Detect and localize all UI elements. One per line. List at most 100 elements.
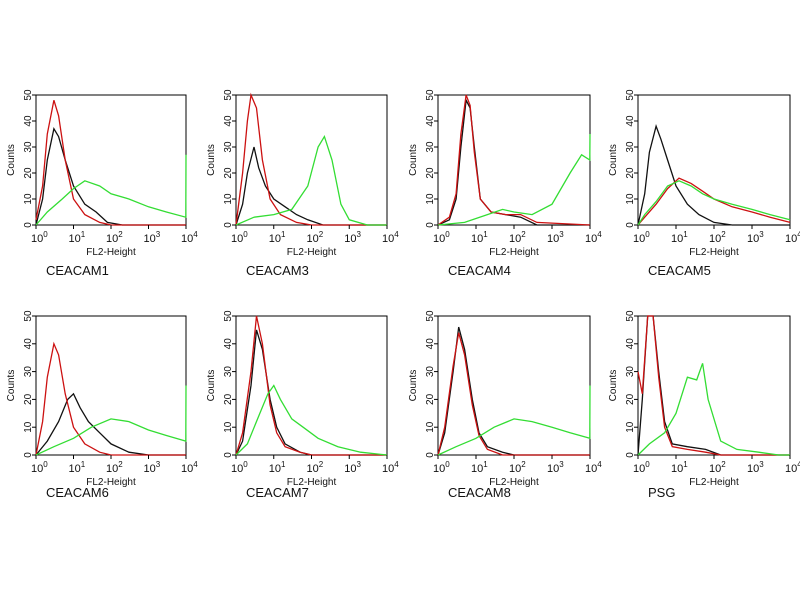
x-tick-label: 103 [547,460,564,475]
y-axis-label: Counts [408,370,419,402]
y-tick-label: 20 [425,167,436,179]
x-tick-exponent: 1 [281,460,286,469]
x-tick-label: 102 [106,460,123,475]
x-tick-exponent: 0 [243,460,248,469]
x-tick-exponent: 2 [118,230,123,239]
panel-title: CEACAM5 [648,263,711,278]
y-axis-label: Counts [608,370,619,402]
y-tick-label: 40 [425,338,436,350]
x-axis-label: FL2-Height [489,477,539,488]
x-tick-exponent: 0 [243,230,248,239]
y-tick-label: 30 [223,366,234,378]
x-tick-exponent: 3 [357,460,362,469]
x-tick-label: 102 [509,230,526,245]
x-tick-label: 100 [633,460,650,475]
y-tick-label: 10 [23,193,34,205]
x-tick-exponent: 2 [319,230,324,239]
x-tick-exponent: 2 [118,460,123,469]
x-tick-exponent: 1 [281,230,286,239]
y-tick-label: 40 [23,338,34,350]
series-green-line [35,385,187,456]
x-tick-exponent: 1 [81,460,86,469]
panel-title: CEACAM6 [46,485,109,500]
series-black-line [437,326,590,456]
x-axis-label: FL2-Height [689,247,739,258]
x-tick-label: 102 [709,460,726,475]
panel-title: CEACAM7 [246,485,309,500]
plot-frame [35,94,187,226]
x-tick-label: 100 [433,460,450,475]
y-tick-label: 20 [425,393,436,405]
x-tick-exponent: 4 [394,230,399,239]
y-tick-label: 50 [23,89,34,101]
x-tick-exponent: 1 [81,230,86,239]
plot-frame [437,315,591,456]
y-tick-label: 30 [625,366,636,378]
y-tick-label: 20 [223,393,234,405]
y-tick-label: 30 [23,366,34,378]
y-axis-label: Counts [6,144,17,176]
x-tick-label: 103 [747,460,764,475]
y-tick-label: 0 [625,452,636,458]
series-black-line [35,392,186,456]
x-axis-label: FL2-Height [287,477,337,488]
y-tick-label: 20 [23,167,34,179]
series-red-line [235,92,387,226]
y-tick-label: 0 [23,222,34,228]
y-tick-label: 20 [223,167,234,179]
x-tick-exponent: 0 [645,460,650,469]
y-tick-label: 40 [223,338,234,350]
x-tick-label: 101 [671,230,688,245]
y-tick-label: 30 [23,141,34,153]
x-tick-label: 104 [382,460,399,475]
y-tick-label: 10 [625,193,636,205]
x-tick-exponent: 3 [156,230,161,239]
y-axis-label: Counts [206,144,217,176]
series-red-line [437,94,591,226]
y-tick-label: 0 [625,222,636,228]
series-red-line [235,315,387,456]
x-tick-label: 101 [269,460,286,475]
x-tick-label: 103 [144,230,161,245]
series-green-line [637,180,791,226]
plot-frame [437,94,591,226]
x-tick-exponent: 0 [445,230,450,239]
y-tick-label: 50 [625,310,636,322]
x-tick-exponent: 2 [521,230,526,239]
y-tick-label: 30 [425,141,436,153]
series-green-line [437,133,591,226]
x-tick-exponent: 4 [797,460,800,469]
x-tick-exponent: 4 [797,230,800,239]
series-red-line [35,341,186,456]
series-red-line [637,177,791,226]
x-axis-label: FL2-Height [86,247,136,258]
x-tick-label: 101 [471,460,488,475]
x-tick-label: 103 [344,460,361,475]
x-tick-label: 100 [433,230,450,245]
y-tick-label: 50 [625,89,636,101]
x-tick-exponent: 4 [597,230,602,239]
y-tick-label: 10 [625,421,636,433]
x-tick-exponent: 0 [445,460,450,469]
plot-frame [637,94,791,226]
x-tick-label: 104 [585,460,602,475]
x-tick-exponent: 3 [559,230,564,239]
x-tick-exponent: 3 [156,460,161,469]
panel-title: CEACAM4 [448,263,511,278]
series-black-line [235,146,387,226]
x-tick-label: 102 [307,230,324,245]
y-tick-label: 50 [425,310,436,322]
x-tick-label: 101 [671,460,688,475]
series-green-line [35,154,187,226]
x-tick-exponent: 4 [597,460,602,469]
x-tick-label: 104 [785,230,800,245]
series-red-line [35,100,186,226]
y-axis-label: Counts [6,370,17,402]
x-tick-exponent: 2 [721,230,726,239]
x-tick-exponent: 3 [357,230,362,239]
